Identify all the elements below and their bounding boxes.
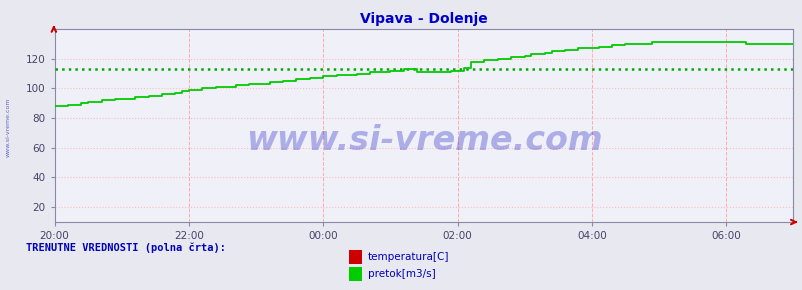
- Text: www.si-vreme.com: www.si-vreme.com: [6, 98, 10, 157]
- Title: Vipava - Dolenje: Vipava - Dolenje: [359, 12, 488, 26]
- Text: TRENUTNE VREDNOSTI (polna črta):: TRENUTNE VREDNOSTI (polna črta):: [26, 242, 226, 253]
- Text: temperatura[C]: temperatura[C]: [367, 252, 448, 262]
- Text: www.si-vreme.com: www.si-vreme.com: [245, 124, 602, 157]
- Text: pretok[m3/s]: pretok[m3/s]: [367, 269, 435, 279]
